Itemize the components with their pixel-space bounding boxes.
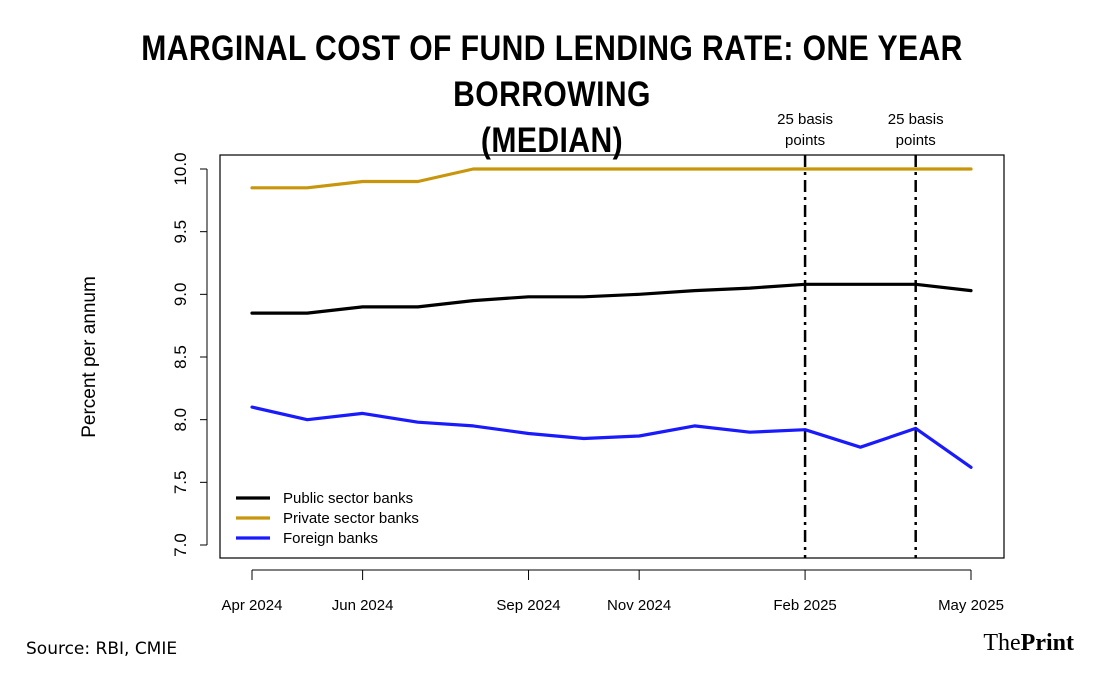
chart-title-line-1: MARGINAL COST OF FUND LENDING RATE: ONE … <box>141 29 963 114</box>
y-tick-label: 9.5 <box>171 220 190 244</box>
legend-label: Foreign banks <box>283 530 378 547</box>
x-tick-label: May 2025 <box>938 597 1004 614</box>
series-line <box>250 405 973 469</box>
y-axis-label: Percent per annum <box>79 276 100 438</box>
x-tick-label: Nov 2024 <box>607 597 671 614</box>
annotation-label-line-2: points <box>785 132 825 149</box>
y-tick-label: 7.5 <box>171 471 190 495</box>
y-tick-label: 10.0 <box>171 152 190 185</box>
plot-frame <box>219 154 1005 559</box>
y-tick-label: 8.5 <box>171 345 190 369</box>
y-tick-label: 7.0 <box>171 533 190 557</box>
brand-logo-part1: The <box>983 630 1021 656</box>
y-tick-label: 9.0 <box>171 283 190 307</box>
x-tick-label: Feb 2025 <box>773 597 836 614</box>
x-tick-label: Jun 2024 <box>332 597 394 614</box>
chart-title-line-2: (MEDIAN) <box>480 121 624 160</box>
annotation-label-line-2: points <box>896 132 936 149</box>
source-note: Source: RBI, CMIE <box>26 639 178 659</box>
x-tick-label: Apr 2024 <box>222 597 283 614</box>
y-tick-label: 8.0 <box>171 408 190 432</box>
x-tick-label: Sep 2024 <box>496 597 560 614</box>
brand-logo: ThePrint <box>983 630 1074 657</box>
annotation-label-line-1: 25 basis <box>777 111 833 128</box>
legend-label: Private sector banks <box>283 510 419 527</box>
series-line <box>250 282 973 315</box>
series-line <box>250 167 973 190</box>
annotation-label-line-1: 25 basis <box>888 111 944 128</box>
chart-title: MARGINAL COST OF FUND LENDING RATE: ONE … <box>0 26 1104 164</box>
legend-label: Public sector banks <box>283 490 413 507</box>
brand-logo-part2: Print <box>1020 630 1074 656</box>
